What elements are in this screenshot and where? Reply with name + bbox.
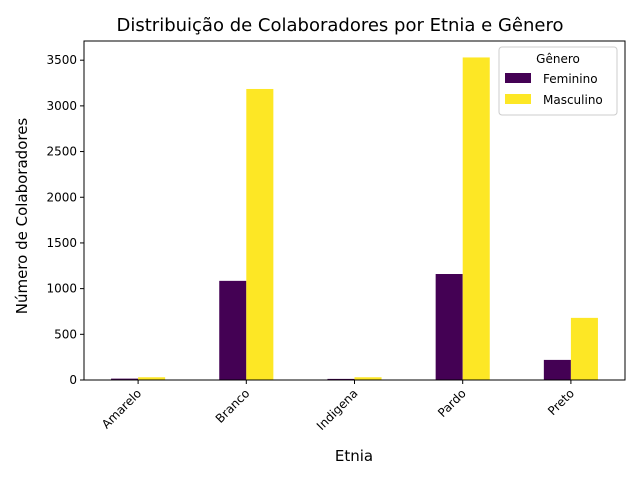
x-tick-label: Preto <box>545 386 577 418</box>
bar-amarelo-feminino <box>111 378 139 380</box>
y-tick-label: 2500 <box>46 145 77 159</box>
bar-indigena-masculino <box>354 377 382 380</box>
y-tick-label: 3000 <box>46 99 77 113</box>
bar-preto-masculino <box>570 317 598 380</box>
bar-branco-masculino <box>246 88 274 380</box>
legend-swatch-feminino <box>505 73 531 83</box>
bar-preto-feminino <box>543 359 571 380</box>
bar-branco-feminino <box>219 280 247 380</box>
bar-amarelo-masculino <box>138 377 166 380</box>
x-tick-label: Indigena <box>314 386 361 433</box>
plot-frame <box>83 40 626 381</box>
x-tick-label: Pardo <box>435 386 469 420</box>
y-tick-label: 2000 <box>46 190 77 204</box>
x-tick-label: Branco <box>213 386 253 426</box>
y-tick-label: 3500 <box>46 53 77 67</box>
bar-indigena-feminino <box>327 378 355 380</box>
bar-pardo-masculino <box>462 57 490 380</box>
chart-title: Distribuição de Colaboradores por Etnia … <box>117 15 564 36</box>
x-tick-label: Amarelo <box>99 386 144 431</box>
legend-swatch-masculino <box>505 94 531 104</box>
y-axis-label: Número de Colaboradores <box>13 118 31 315</box>
legend-label-feminino: Feminino <box>543 72 598 86</box>
y-tick-label: 500 <box>54 327 77 341</box>
x-axis-label: Etnia <box>335 447 373 465</box>
y-tick-label: 1000 <box>46 282 77 296</box>
legend: Gênero Feminino Masculino <box>498 46 618 116</box>
legend-label-masculino: Masculino <box>543 93 603 107</box>
y-tick-label: 1500 <box>46 236 77 250</box>
bar-pardo-feminino <box>435 274 463 380</box>
y-tick-label: 0 <box>69 373 77 387</box>
legend-title: Gênero <box>536 52 580 66</box>
